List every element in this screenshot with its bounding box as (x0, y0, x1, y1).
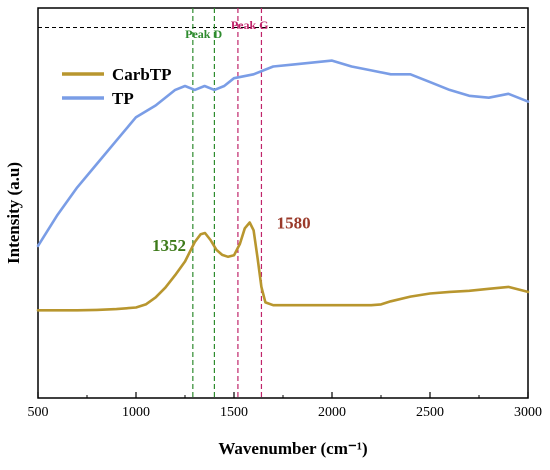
x-tick-label-2500: 2500 (416, 405, 444, 420)
peak-band-label-0: Peak D (185, 27, 222, 41)
x-axis-title: Wavenumber (cm⁻¹) (218, 439, 367, 458)
peak-value-label-1352: 1352 (152, 236, 186, 255)
series-line-carbtp (36, 221, 530, 312)
peak-value-label-1580: 1580 (277, 214, 311, 233)
peak-bands: Peak D Peak G (185, 8, 269, 398)
x-tick-label-3000: 3000 (514, 405, 542, 420)
plot-area: Peak D Peak G 1352 1580 500 1000 1500 2000 250… (28, 7, 542, 420)
y-axis-title: Intensity (a.u) (4, 162, 23, 264)
x-tick-label-1000: 1000 (122, 405, 150, 420)
peak-value-labels: 1352 1580 (152, 214, 311, 256)
x-axis-ticks: 500 1000 1500 2000 2500 3000 (28, 392, 542, 420)
legend: CarbTP TP (62, 65, 172, 108)
series-line-tp (36, 59, 530, 248)
x-tick-label-2000: 2000 (318, 405, 346, 420)
x-tick-label-500: 500 (28, 405, 49, 420)
peak-band-label-1: Peak G (231, 18, 269, 32)
series-lines (36, 59, 530, 312)
legend-label-carbtp: CarbTP (112, 65, 172, 84)
x-tick-label-1500: 1500 (220, 405, 248, 420)
legend-label-tp: TP (112, 89, 134, 108)
